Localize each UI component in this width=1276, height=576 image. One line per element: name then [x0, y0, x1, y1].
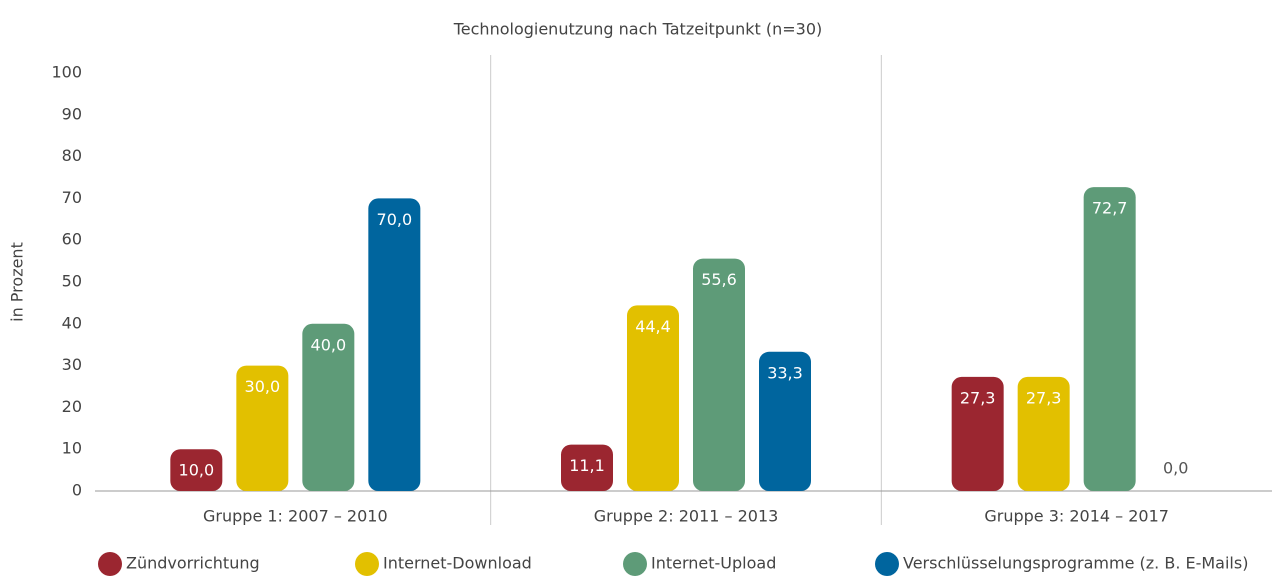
y-tick-label: 90	[62, 104, 82, 123]
y-tick-label: 70	[62, 188, 82, 207]
bar	[693, 258, 745, 491]
value-label: 0,0	[1163, 459, 1188, 478]
legend-label: Verschlüsselungsprogramme (z. B. E-Mails…	[903, 554, 1248, 573]
bar	[561, 444, 613, 491]
y-tick-label: 50	[62, 272, 82, 291]
x-tick-label: Gruppe 1: 2007 – 2010	[203, 507, 388, 526]
bar	[627, 305, 679, 491]
y-tick-label: 80	[62, 146, 82, 165]
bar	[170, 449, 223, 491]
y-tick-label: 20	[62, 397, 82, 416]
x-tick-label: Gruppe 3: 2014 – 2017	[984, 507, 1169, 526]
y-axis-label: in Prozent	[8, 242, 27, 322]
value-label: 40,0	[311, 335, 347, 354]
y-tick-label: 60	[62, 230, 82, 249]
value-label: 55,6	[701, 270, 737, 289]
y-tick-label: 30	[62, 355, 82, 374]
value-label: 30,0	[245, 377, 281, 396]
value-label: 72,7	[1092, 199, 1128, 218]
bar	[1083, 187, 1136, 491]
bar	[302, 323, 355, 491]
y-tick-label: 10	[62, 439, 82, 458]
y-tick-label: 100	[51, 63, 82, 82]
value-label: 44,4	[635, 317, 671, 336]
legend-swatch	[623, 552, 647, 576]
bar	[759, 351, 811, 491]
bar	[236, 365, 289, 491]
value-label: 27,3	[960, 388, 996, 407]
value-label: 70,0	[377, 210, 413, 229]
value-label: 33,3	[767, 363, 803, 382]
y-tick-label: 0	[72, 481, 82, 500]
bar	[368, 198, 421, 491]
legend-label: Internet-Upload	[651, 554, 776, 573]
legend-swatch	[98, 552, 122, 576]
value-label: 10,0	[179, 461, 215, 480]
legend-swatch	[875, 552, 899, 576]
value-label: 27,3	[1026, 388, 1062, 407]
chart-title: Technologienutzung nach Tatzeitpunkt (n=…	[453, 20, 823, 39]
x-tick-label: Gruppe 2: 2011 – 2013	[594, 507, 779, 526]
legend-label: Internet-Download	[383, 554, 532, 573]
bar	[1017, 376, 1070, 491]
value-label: 11,1	[569, 456, 605, 475]
legend-swatch	[355, 552, 379, 576]
y-tick-label: 40	[62, 313, 82, 332]
legend-label: Zündvorrichtung	[126, 554, 260, 573]
bar	[951, 376, 1004, 491]
